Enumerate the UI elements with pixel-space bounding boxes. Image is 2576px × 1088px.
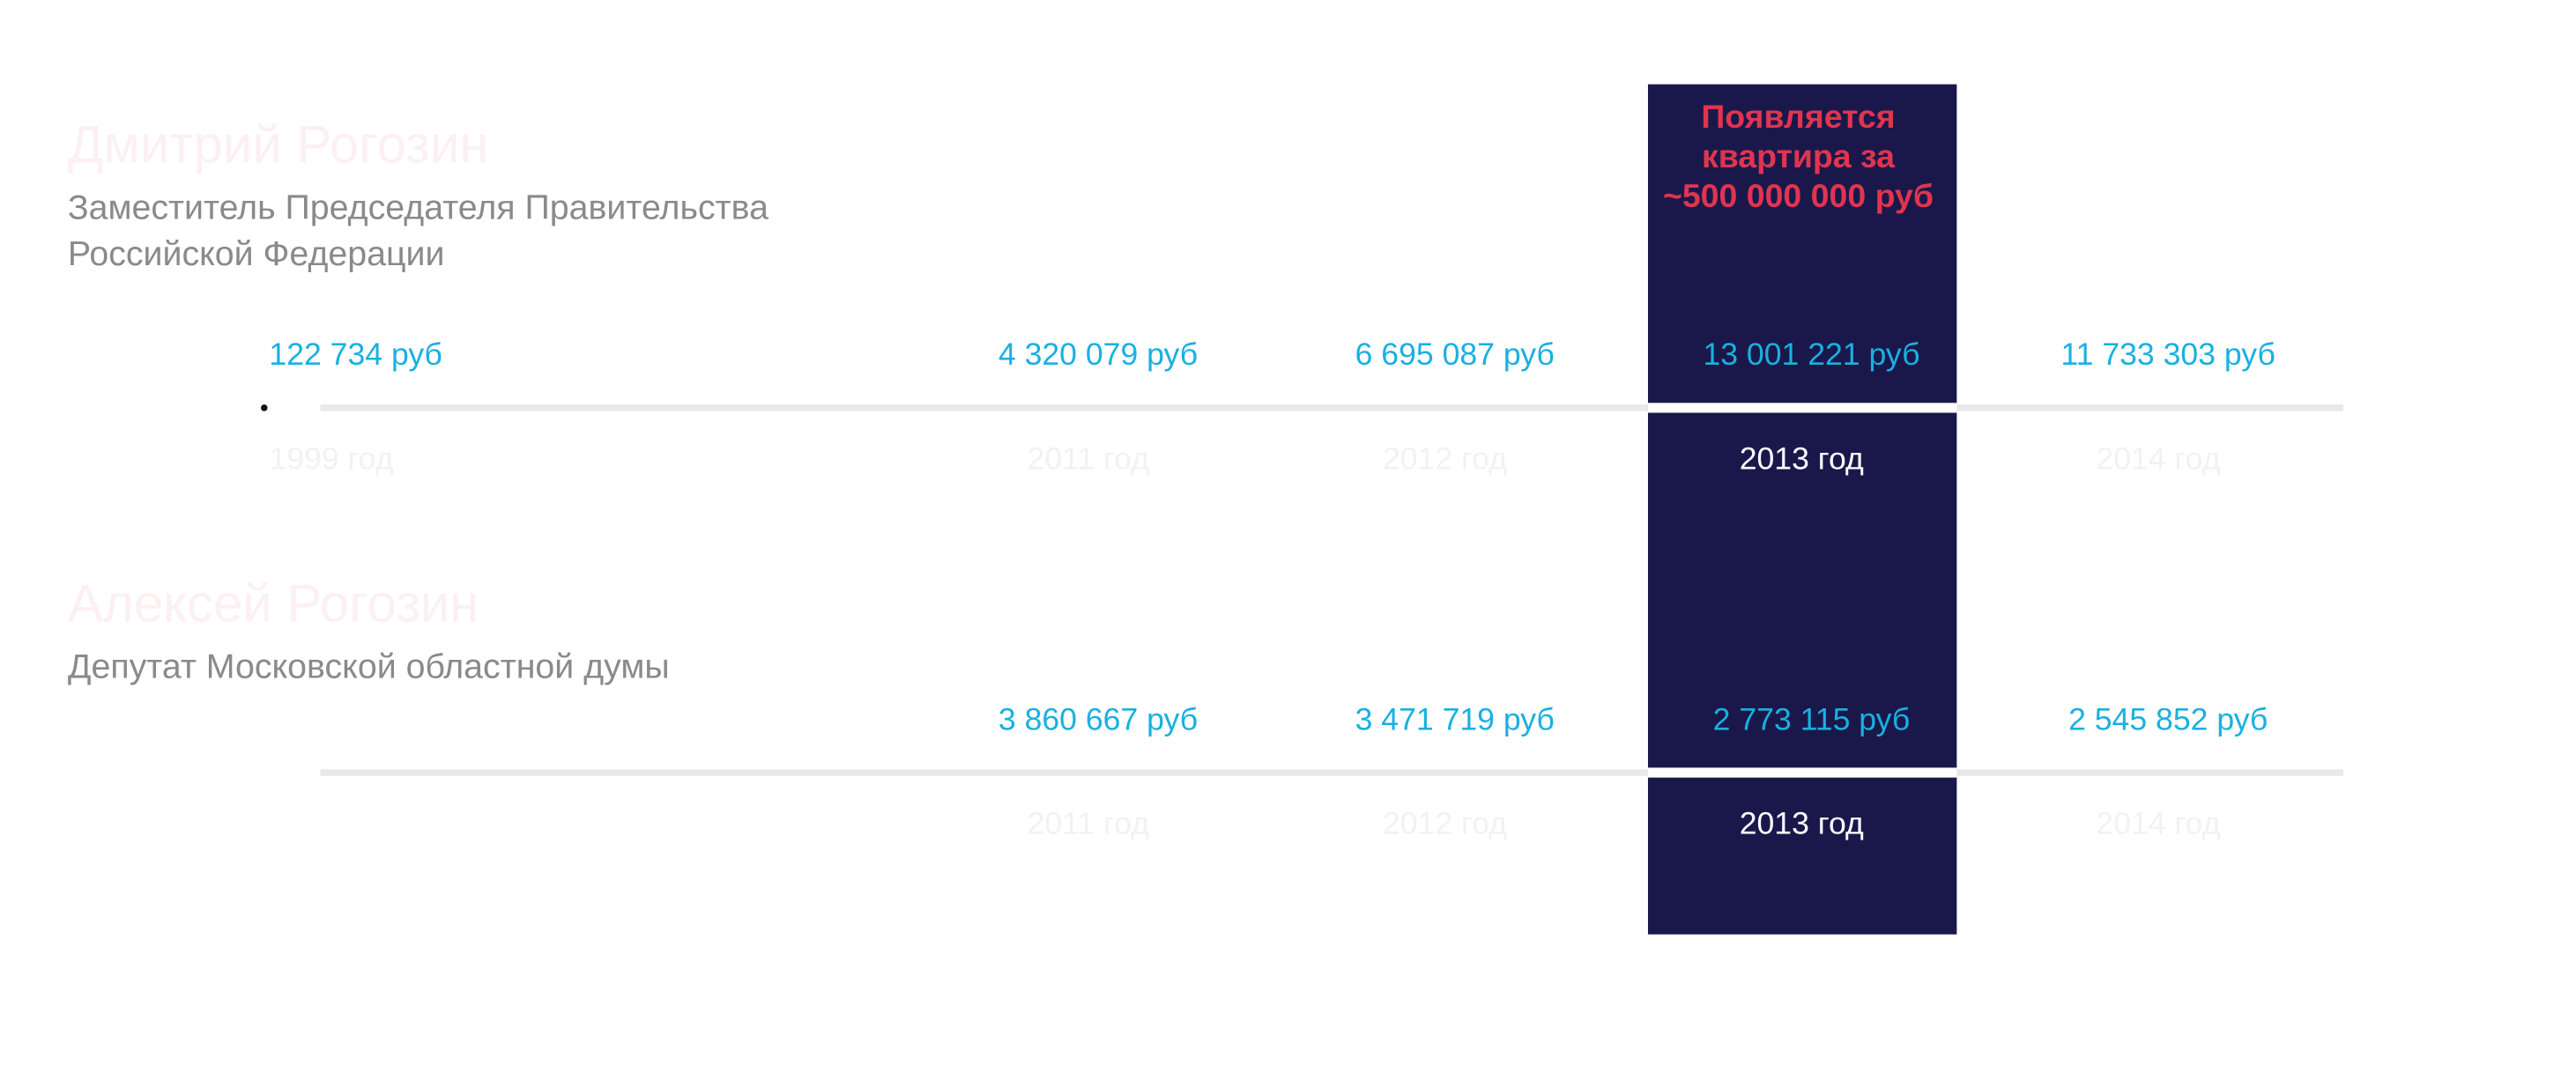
person-position: Российской Федерации xyxy=(68,234,445,273)
entry-value: 3 471 719 руб xyxy=(1355,701,1555,736)
entry-year: 2014 год xyxy=(2096,805,2220,840)
entry-value: 4 320 079 руб xyxy=(998,337,1198,372)
callout: квартира за xyxy=(1702,137,1896,174)
entry-value: 11 733 303 руб xyxy=(2061,337,2275,372)
person-position: Депутат Московской областной думы xyxy=(68,647,670,685)
entry-year: 2012 год xyxy=(1383,805,1507,840)
timeline-gap xyxy=(1647,403,1957,413)
entry-year: 2013 год xyxy=(1740,805,1864,840)
highlight-column xyxy=(1647,84,1957,935)
entry-value: 2 545 852 руб xyxy=(2068,701,2268,736)
entry-year: 2011 год xyxy=(1028,805,1150,840)
entry-year: 2013 год xyxy=(1740,440,1864,476)
entry-value: 6 695 087 руб xyxy=(1355,337,1555,372)
callout: ~500 000 000 руб xyxy=(1663,177,1934,214)
entry-value: 3 860 667 руб xyxy=(998,701,1198,736)
person-name: Алексей Рогозин xyxy=(68,574,479,633)
entry-year: 2014 год xyxy=(2096,440,2220,476)
person-name: Дмитрий Рогозин xyxy=(68,115,489,174)
entry-year: 2011 год xyxy=(1028,440,1150,476)
entry-value: 122 734 руб xyxy=(269,337,442,372)
entry-year: 1999 год xyxy=(269,440,393,476)
entry-value: 2 773 115 руб xyxy=(1713,701,1911,736)
entry-year: 2012 год xyxy=(1383,440,1507,476)
dot xyxy=(261,404,268,411)
person-position: Заместитель Председателя Правительства xyxy=(68,188,768,226)
callout: Появляется xyxy=(1701,98,1895,135)
timeline-gap xyxy=(1647,767,1957,778)
entry-value: 13 001 221 руб xyxy=(1703,337,1919,372)
